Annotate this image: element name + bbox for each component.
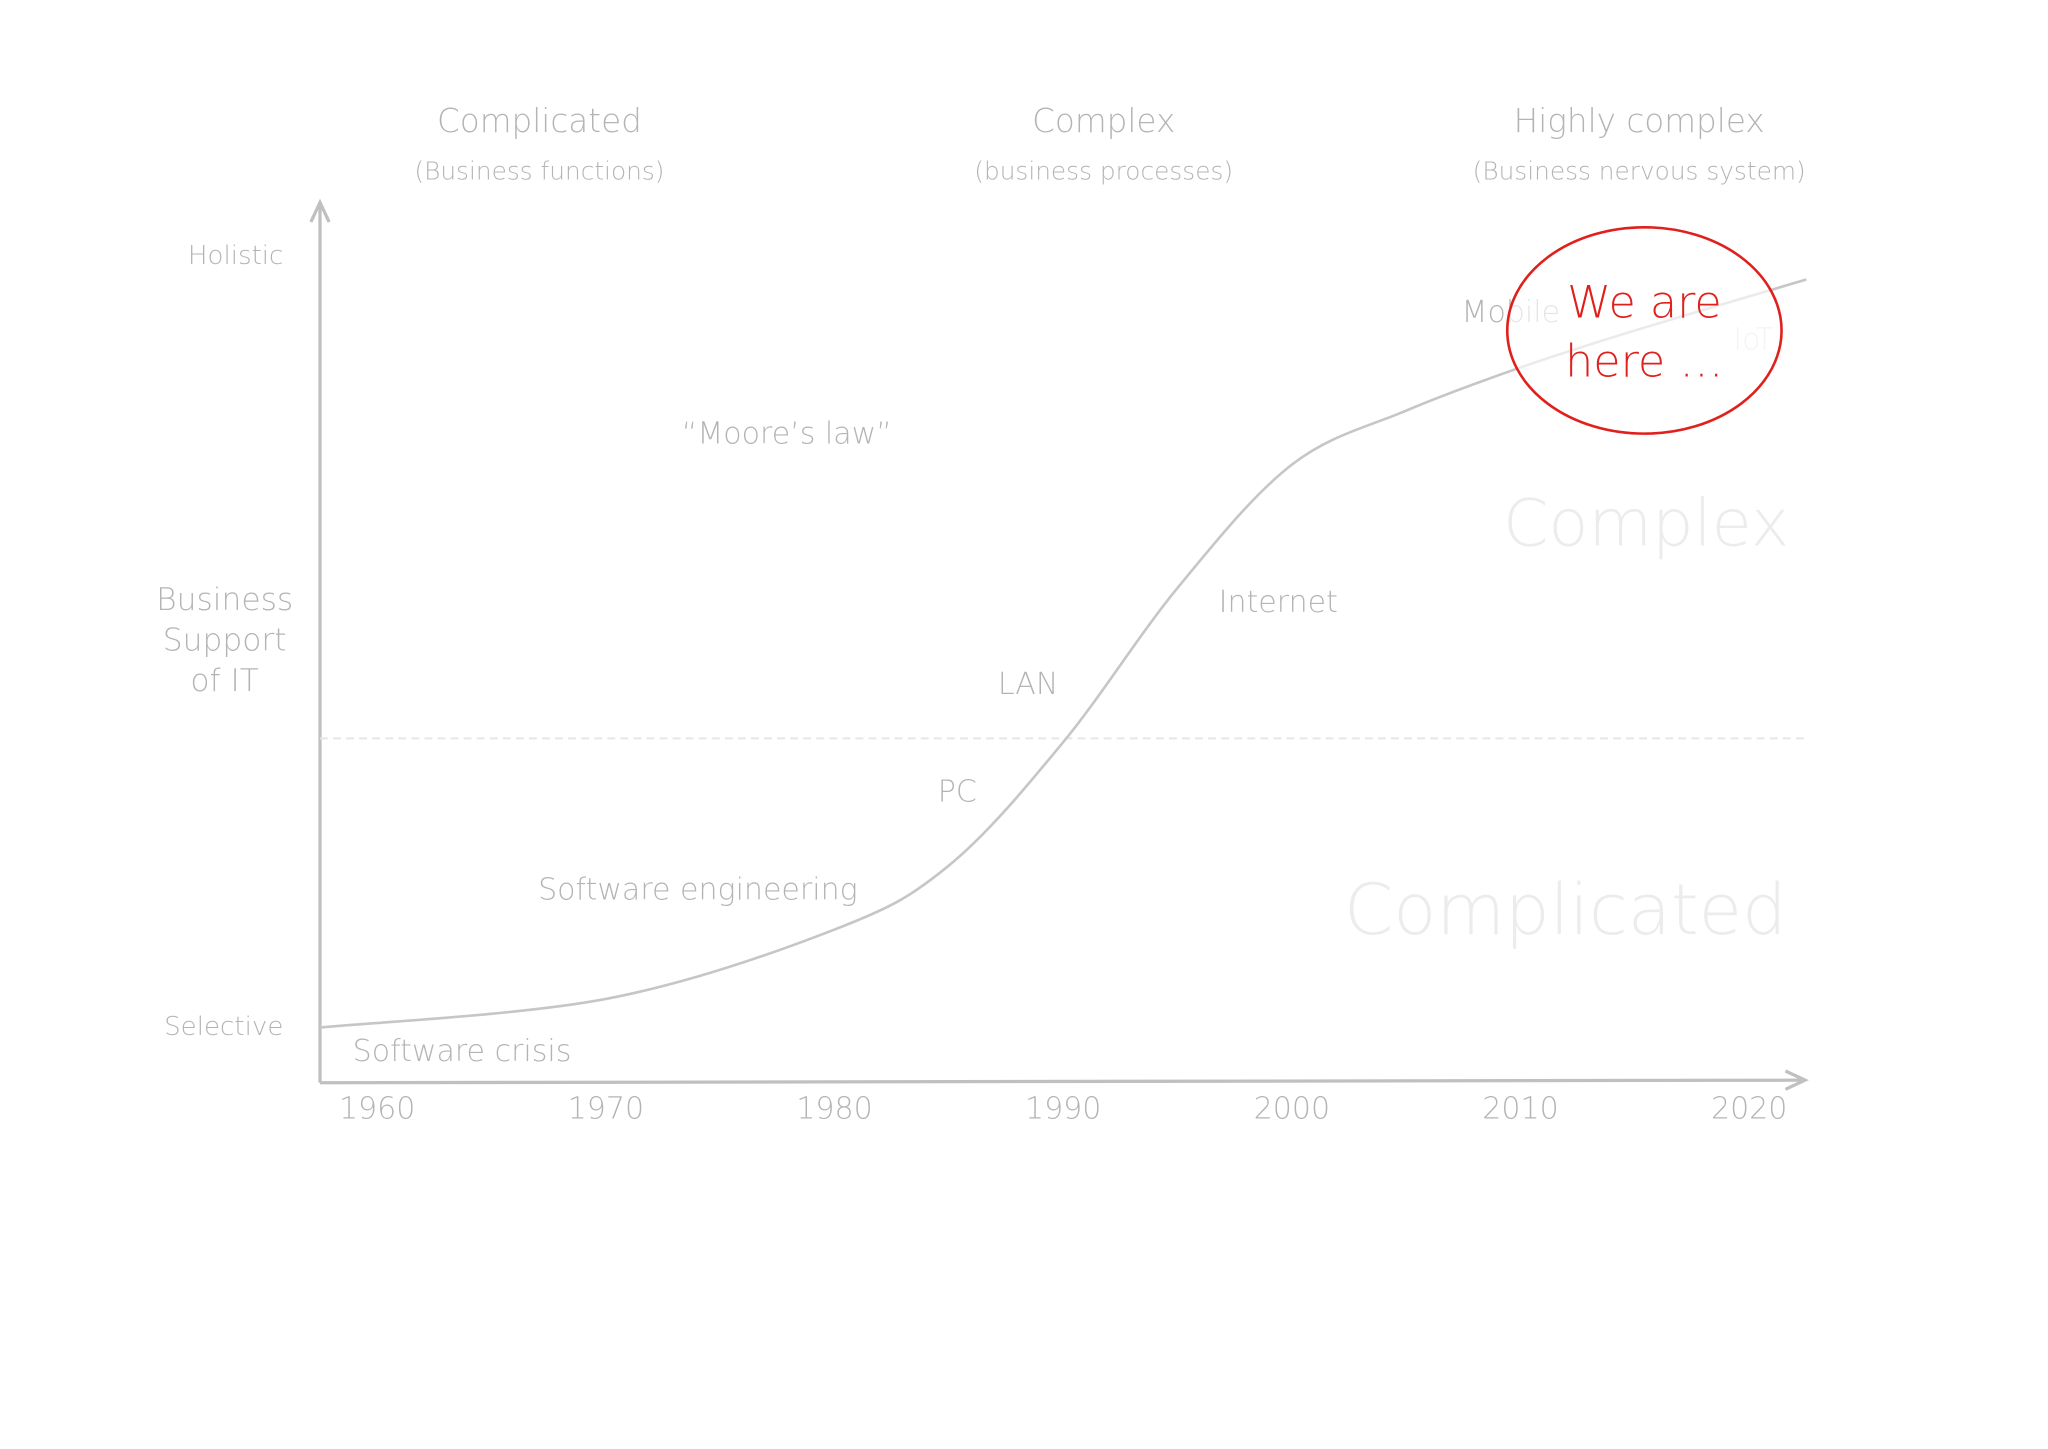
callout-text: We are xyxy=(1567,278,1721,329)
y-tick-label: Holistic xyxy=(188,241,284,271)
header-subtitle: (Business functions) xyxy=(414,156,664,185)
y-axis-label: of IT xyxy=(190,663,259,699)
header-title: Complex xyxy=(1032,102,1175,140)
axes xyxy=(309,198,1809,1091)
header-title: Highly complex xyxy=(1514,102,1765,140)
annotation: PC xyxy=(938,774,977,809)
annotation: Internet xyxy=(1219,585,1338,620)
x-tick-label: 1990 xyxy=(1025,1092,1101,1127)
annotation: LAN xyxy=(998,667,1058,702)
y-tick-label: Selective xyxy=(164,1012,283,1042)
x-tick-label: 2020 xyxy=(1711,1092,1787,1127)
y-axis-arrow xyxy=(309,198,331,223)
header-subtitle: (business processes) xyxy=(974,156,1233,185)
zone-label: Complicated xyxy=(1344,869,1787,951)
header-subtitle: (Business nervous system) xyxy=(1473,156,1806,185)
header-title: Complicated xyxy=(437,102,642,140)
annotation: Software engineering xyxy=(538,872,858,907)
x-tick-label: 1980 xyxy=(796,1092,872,1127)
callout-text: here … xyxy=(1565,336,1724,387)
x-tick-label: 2010 xyxy=(1482,1092,1558,1127)
x-tick-label: 2000 xyxy=(1254,1092,1330,1127)
x-tick-label: 1970 xyxy=(568,1092,644,1127)
x-axis-arrow xyxy=(1784,1069,1809,1091)
x-tick-label: 1960 xyxy=(339,1092,415,1127)
x-axis xyxy=(320,1078,1804,1085)
zone-label: Complex xyxy=(1503,486,1789,562)
annotation: Software crisis xyxy=(353,1034,572,1069)
callout-ellipse xyxy=(1505,225,1783,435)
annotation: “Moore’s law” xyxy=(682,416,892,451)
y-axis-label: Business xyxy=(156,582,293,618)
y-axis-label: Support xyxy=(163,622,287,658)
